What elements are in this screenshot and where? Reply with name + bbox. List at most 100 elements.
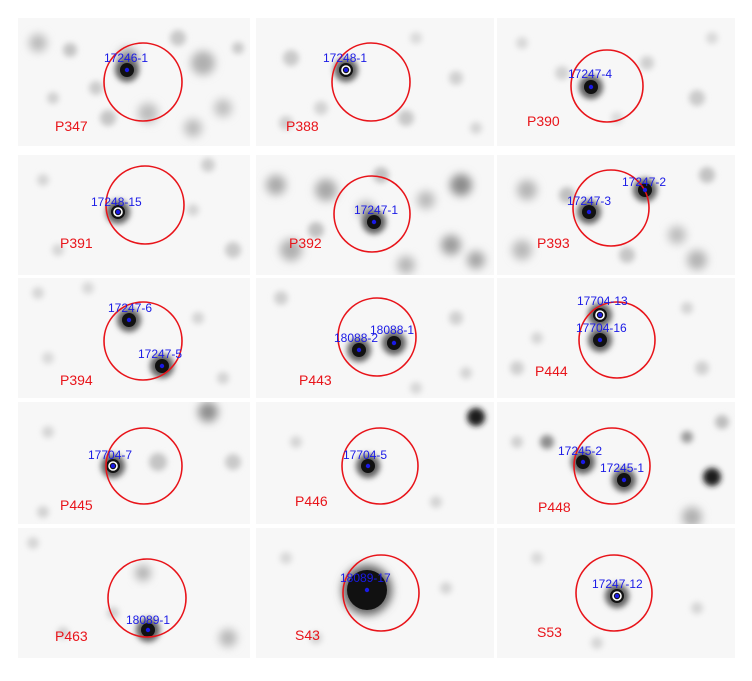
background-blob <box>191 51 215 75</box>
background-blob <box>540 435 554 449</box>
background-blob <box>691 602 703 614</box>
source-ring <box>612 591 622 601</box>
source-marker <box>597 312 603 318</box>
source-label: 18089-1 <box>126 613 170 627</box>
source-label: 17247-12 <box>592 577 643 591</box>
panel-label: P446 <box>295 493 328 509</box>
source-marker <box>371 219 377 225</box>
background-blob <box>82 282 94 294</box>
background-blob <box>280 552 292 564</box>
background-blob <box>591 637 603 649</box>
panel-p388: 17248-1 P388 <box>256 18 494 146</box>
background-blob <box>689 90 705 106</box>
background-blob <box>42 426 54 438</box>
background-blob <box>430 496 442 508</box>
panel-p391: 17248-15 P391 <box>18 155 250 275</box>
source-ring <box>108 461 118 471</box>
background-blob <box>687 250 707 270</box>
source-label: 17704-7 <box>88 448 132 462</box>
background-blob <box>695 361 709 375</box>
background-blob <box>681 431 693 443</box>
background-blob <box>47 92 59 104</box>
panel-label: S53 <box>537 624 562 640</box>
background-blob <box>198 402 218 422</box>
panel-p448: 17245-2 17245-1 P448 <box>497 402 735 524</box>
panel-p347: 17246-1 P347 <box>18 18 250 146</box>
background-blob <box>290 436 302 448</box>
background-blob <box>460 367 472 379</box>
source-ring <box>113 207 123 217</box>
aperture-circle <box>341 427 419 505</box>
source-marker <box>343 67 349 73</box>
panel-label: P392 <box>289 235 322 251</box>
background-blob <box>225 454 241 470</box>
source-marker <box>588 84 594 90</box>
source-label: 17704-13 <box>577 294 628 308</box>
panel-label: P394 <box>60 372 93 388</box>
image-cell <box>18 278 250 398</box>
background-blob <box>225 242 241 258</box>
background-blob <box>510 361 524 375</box>
background-blob <box>149 453 167 471</box>
panel-p463: 18089-1 P463 <box>18 528 250 658</box>
background-blob <box>512 240 532 260</box>
image-cell <box>497 18 735 146</box>
source-marker <box>124 67 130 73</box>
background-blob <box>531 332 543 344</box>
panel-p394: 17247-6 17247-5 P394 <box>18 278 250 398</box>
background-blob <box>699 167 715 183</box>
panel-label: P448 <box>538 499 571 515</box>
background-blob <box>184 119 202 137</box>
source-marker <box>614 593 620 599</box>
source-marker <box>365 463 371 469</box>
panel-p445: 17704-7 P445 <box>18 402 250 524</box>
background-blob <box>715 415 729 429</box>
aperture-circle <box>578 301 656 379</box>
background-blob <box>187 204 199 216</box>
source-label: 17248-15 <box>91 195 142 209</box>
background-blob <box>559 187 575 203</box>
source-label: 17246-1 <box>104 51 148 65</box>
aperture-circle <box>103 42 183 122</box>
source-marker <box>580 459 586 465</box>
image-cell <box>18 528 250 658</box>
aperture-circle <box>333 175 411 253</box>
source-ring <box>341 65 351 75</box>
background-blob <box>310 632 322 644</box>
aperture-circle <box>575 554 653 632</box>
background-blob <box>170 30 186 46</box>
source-label: 18089-17 <box>340 571 391 585</box>
background-blob <box>315 179 337 201</box>
background-blob <box>214 99 232 117</box>
panel-p392: 17247-1 P392 <box>256 155 494 275</box>
background-blob <box>279 116 293 130</box>
source-label: 17247-3 <box>567 194 611 208</box>
image-cell <box>18 18 250 146</box>
background-blob <box>89 81 103 95</box>
background-blob <box>266 175 286 195</box>
background-blob <box>37 174 49 186</box>
panel-label: P391 <box>60 235 93 251</box>
source-marker <box>126 317 132 323</box>
background-blob <box>201 158 215 172</box>
background-blob <box>308 222 324 238</box>
background-blob <box>280 239 302 261</box>
background-blob <box>398 110 414 126</box>
background-blob <box>397 256 415 274</box>
background-blob <box>517 180 537 200</box>
background-blob <box>682 507 702 524</box>
background-blob <box>467 408 485 426</box>
source-ring <box>595 310 605 320</box>
background-blob <box>449 71 463 85</box>
panel-p446: 17704-5 P446 <box>256 402 494 524</box>
panel-label: P390 <box>527 113 560 129</box>
source-label: 17704-5 <box>343 448 387 462</box>
source-marker <box>642 187 648 193</box>
background-blob <box>440 582 452 594</box>
aperture-circle <box>342 554 420 632</box>
source-label: 17247-1 <box>354 203 398 217</box>
source-label: 17247-4 <box>568 67 612 81</box>
panel-label: P347 <box>55 118 88 134</box>
